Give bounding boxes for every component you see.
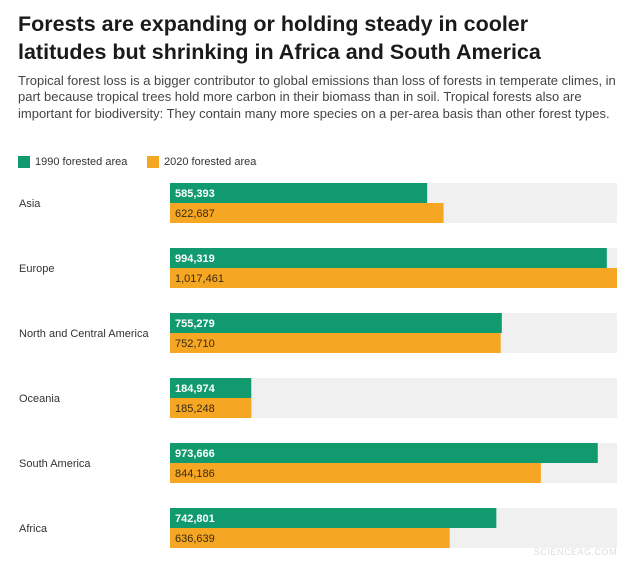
value-label-africa-2020: 636,639 bbox=[175, 533, 215, 545]
value-label-africa-1990: 742,801 bbox=[175, 513, 215, 525]
bar-europe-1990 bbox=[170, 248, 607, 268]
bar-north-and-central-america-2020 bbox=[170, 333, 501, 353]
bar-africa-1990 bbox=[170, 508, 497, 528]
value-label-asia-2020: 622,687 bbox=[175, 208, 215, 220]
bar-south-america-2020 bbox=[170, 463, 541, 483]
value-label-oceania-2020: 185,248 bbox=[175, 403, 215, 415]
value-label-europe-1990: 994,319 bbox=[175, 253, 215, 265]
bar-asia-2020 bbox=[170, 203, 444, 223]
bar-asia-1990 bbox=[170, 183, 428, 203]
value-label-north-and-central-america-1990: 755,279 bbox=[175, 318, 215, 330]
category-label-south-america: South America bbox=[19, 458, 91, 470]
value-label-north-and-central-america-2020: 752,710 bbox=[175, 338, 215, 350]
bar-oceania-1990 bbox=[170, 378, 252, 398]
legend-swatch-2020 bbox=[147, 156, 159, 168]
bar-south-america-1990 bbox=[170, 443, 598, 463]
value-label-oceania-1990: 184,974 bbox=[175, 383, 216, 395]
legend-swatch-1990 bbox=[18, 156, 30, 168]
value-label-south-america-2020: 844,186 bbox=[175, 468, 215, 480]
bar-africa-2020 bbox=[170, 528, 450, 548]
category-label-europe: Europe bbox=[19, 263, 54, 275]
value-label-europe-2020: 1,017,461 bbox=[175, 273, 224, 285]
watermark: SCIENCEAG.COM bbox=[534, 547, 618, 557]
bar-europe-2020 bbox=[170, 268, 617, 288]
category-label-oceania: Oceania bbox=[19, 393, 61, 405]
category-label-asia: Asia bbox=[19, 198, 41, 210]
legend-label-1990: 1990 forested area bbox=[35, 156, 128, 168]
chart-title: Forests are expanding or holding steady … bbox=[18, 12, 541, 64]
chart-subtitle: Tropical forest loss is a bigger contrib… bbox=[18, 73, 616, 121]
category-label-africa: Africa bbox=[19, 523, 48, 535]
value-label-south-america-1990: 973,666 bbox=[175, 448, 215, 460]
category-label-north-and-central-america: North and Central America bbox=[19, 328, 149, 340]
value-label-asia-1990: 585,393 bbox=[175, 188, 215, 200]
legend-label-2020: 2020 forested area bbox=[164, 156, 257, 168]
bar-oceania-2020 bbox=[170, 398, 252, 418]
bar-north-and-central-america-1990 bbox=[170, 313, 502, 333]
